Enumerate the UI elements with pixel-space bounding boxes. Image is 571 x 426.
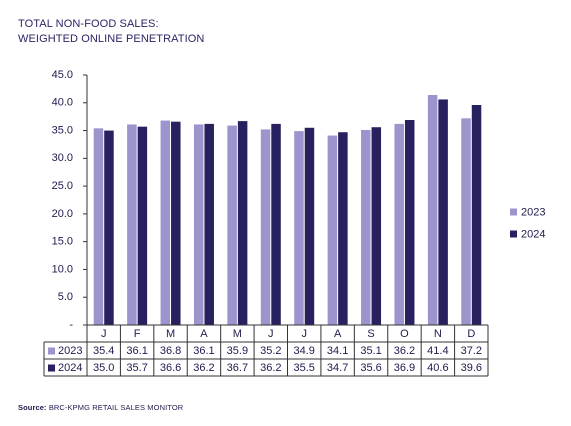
- data-label: 36.2: [394, 345, 415, 357]
- x-category-label: J: [268, 328, 274, 340]
- data-label: 36.7: [227, 362, 248, 374]
- bar-2024: [338, 132, 348, 325]
- y-tick-label: 45.0: [52, 69, 73, 81]
- data-label: 36.1: [193, 345, 214, 357]
- x-category-label: J: [301, 328, 307, 340]
- x-category-label: A: [200, 328, 208, 340]
- bar-2024: [204, 123, 214, 325]
- data-label: 34.9: [293, 345, 314, 357]
- x-category-label: D: [467, 328, 475, 340]
- bar-2023: [193, 124, 204, 325]
- data-label: 39.6: [461, 362, 482, 374]
- table-series-name: 2023: [58, 345, 82, 357]
- data-label: 35.7: [126, 362, 147, 374]
- data-label: 41.4: [427, 345, 448, 357]
- data-label: 34.1: [327, 345, 348, 357]
- bar-2023: [327, 135, 338, 325]
- x-category-label: S: [367, 328, 374, 340]
- bar-2023: [227, 125, 237, 325]
- bar-2023: [160, 120, 171, 325]
- bar-2024: [137, 126, 148, 326]
- table-legend-swatch-2024: [48, 364, 55, 372]
- data-label: 35.0: [93, 362, 114, 374]
- y-tick-label: 25.0: [52, 180, 73, 192]
- table-legend-swatch-2023: [48, 347, 55, 355]
- data-label: 35.4: [93, 345, 114, 357]
- legend-label: 2024: [521, 228, 545, 240]
- y-tick-label: 5.0: [58, 291, 73, 303]
- data-label: 36.2: [260, 362, 281, 374]
- data-label: 36.9: [394, 362, 415, 374]
- y-tick-label: 15.0: [52, 236, 73, 248]
- data-label: 35.9: [227, 345, 248, 357]
- data-label: 36.8: [160, 345, 181, 357]
- x-category-label: O: [400, 328, 409, 340]
- bar-2024: [471, 105, 482, 325]
- chart-title-line1: TOTAL NON-FOOD SALES:: [18, 18, 159, 30]
- y-tick-label: 10.0: [52, 263, 73, 275]
- data-label: 35.6: [360, 362, 381, 374]
- bar-2023: [361, 130, 371, 325]
- bar-2024: [237, 121, 248, 325]
- data-label: 40.6: [427, 362, 448, 374]
- bar-2024: [271, 123, 281, 325]
- bar-2024: [104, 130, 114, 325]
- bar-2023: [394, 123, 404, 325]
- legend-label: 2023: [521, 206, 545, 218]
- bar-2024: [304, 127, 315, 326]
- y-tick-label: 20.0: [52, 208, 73, 220]
- x-category-label: M: [233, 328, 242, 340]
- data-label: 36.6: [160, 362, 181, 374]
- bar-2024: [171, 121, 181, 326]
- bar-2023: [427, 95, 438, 325]
- table-series-name: 2024: [58, 362, 82, 374]
- data-label: 35.5: [293, 362, 314, 374]
- legend-swatch-2023: [510, 208, 517, 216]
- y-tick-label: 30.0: [52, 152, 73, 164]
- bar-2023: [461, 118, 471, 325]
- y-tick-label: -: [69, 319, 73, 331]
- y-tick-label: 35.0: [52, 124, 73, 136]
- source-label: Source:: [18, 403, 47, 412]
- bar-2023: [93, 128, 104, 325]
- bar-2024: [371, 127, 382, 325]
- bar-2023: [127, 124, 137, 325]
- x-category-label: J: [101, 328, 107, 340]
- data-label: 37.2: [461, 345, 482, 357]
- x-category-label: F: [134, 328, 141, 340]
- data-label: 35.1: [360, 345, 381, 357]
- data-label: 36.1: [126, 345, 147, 357]
- x-category-label: N: [434, 328, 442, 340]
- chart-title: TOTAL NON-FOOD SALES: WEIGHTED ONLINE PE…: [18, 17, 204, 47]
- x-category-label: M: [166, 328, 175, 340]
- source-text: BRC-KPMG RETAIL SALES MONITOR: [48, 403, 184, 412]
- y-tick-label: 40.0: [52, 97, 73, 109]
- data-label: 35.2: [260, 345, 281, 357]
- legend-swatch-2024: [510, 230, 517, 238]
- bar-2023: [294, 131, 304, 325]
- data-label: 36.2: [193, 362, 214, 374]
- x-category-label: A: [334, 328, 342, 340]
- bar-2023: [260, 129, 271, 325]
- bar-2024: [404, 120, 415, 325]
- data-label: 34.7: [327, 362, 348, 374]
- bar-2024: [438, 99, 448, 325]
- chart-title-line2: WEIGHTED ONLINE PENETRATION: [18, 33, 205, 45]
- source-note: Source: BRC-KPMG RETAIL SALES MONITOR: [18, 403, 183, 412]
